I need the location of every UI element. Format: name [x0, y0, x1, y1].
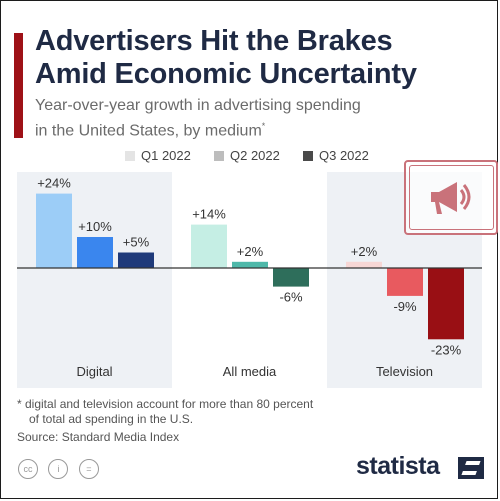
statista-logo-icon	[458, 457, 484, 479]
license-icons: cc i =	[18, 459, 105, 479]
megaphone-badge-inner	[409, 165, 494, 230]
footnote: * digital and television account for mor…	[17, 397, 377, 427]
chart-subtitle: Year-over-year growth in advertising spe…	[35, 96, 475, 141]
legend-swatch-q1	[125, 151, 135, 161]
subtitle-footnote-mark: *	[261, 121, 266, 131]
legend-label-q3: Q3 2022	[319, 148, 369, 163]
statista-logo-text[interactable]: statista	[356, 452, 440, 480]
accent-bar	[14, 33, 23, 138]
equals-icon[interactable]: =	[78, 459, 99, 479]
person-icon[interactable]: i	[48, 459, 69, 479]
legend-label-q2: Q2 2022	[230, 148, 280, 163]
subtitle-line-2-wrap: in the United States, by medium*	[35, 116, 475, 141]
footnote-line-1: * digital and television account for mor…	[17, 397, 314, 411]
subtitle-line-2: in the United States, by medium	[35, 122, 262, 140]
legend-item-q2: Q2 2022	[214, 148, 280, 163]
title-line-1: Advertisers Hit the Brakes	[35, 25, 393, 57]
title-line-2: Amid Economic Uncertainty	[35, 58, 417, 90]
source-text: Source: Standard Media Index	[17, 430, 180, 444]
megaphone-icon	[431, 182, 471, 214]
legend-swatch-q2	[214, 151, 224, 161]
legend-item-q1: Q1 2022	[125, 148, 191, 163]
chart-title: Advertisers Hit the Brakes Amid Economic…	[35, 25, 475, 91]
subtitle-line-1: Year-over-year growth in advertising spe…	[35, 97, 361, 114]
footnote-line-2: of total ad spending in the U.S.	[29, 412, 194, 426]
legend-label-q1: Q1 2022	[141, 148, 191, 163]
legend-item-q3: Q3 2022	[303, 148, 369, 163]
legend-swatch-q3	[303, 151, 313, 161]
cc-icon[interactable]: cc	[18, 459, 38, 479]
